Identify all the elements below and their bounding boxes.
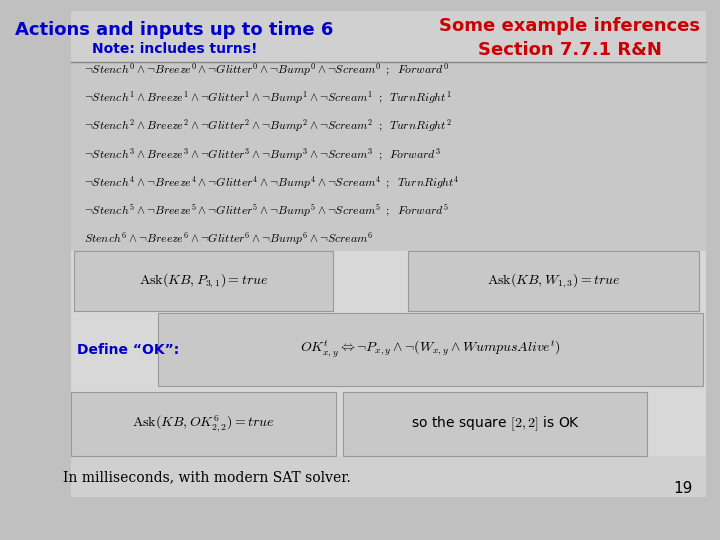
Text: $\neg Stench^2 \wedge Breeze^2 \wedge \neg Glitter^2 \wedge \neg Bump^2 \wedge \: $\neg Stench^2 \wedge Breeze^2 \wedge \n… [84, 118, 451, 134]
FancyBboxPatch shape [71, 386, 706, 456]
Text: $\neg Stench^3 \wedge Breeze^3 \wedge \neg Glitter^3 \wedge \neg Bump^3 \wedge \: $\neg Stench^3 \wedge Breeze^3 \wedge \n… [84, 146, 441, 163]
Text: so the square $[2, 2]$ is OK: so the square $[2, 2]$ is OK [410, 415, 580, 433]
Text: $\mathrm{Ask}(KB, W_{1,3}) = true$: $\mathrm{Ask}(KB, W_{1,3}) = true$ [487, 272, 621, 290]
Text: $\neg Stench^0 \wedge \neg Breeze^0 \wedge \neg Glitter^0 \wedge \neg Bump^0 \we: $\neg Stench^0 \wedge \neg Breeze^0 \wed… [84, 62, 449, 78]
Text: $Stench^6 \wedge \neg Breeze^6 \wedge \neg Glitter^6 \wedge \neg Bump^6 \wedge \: $Stench^6 \wedge \neg Breeze^6 \wedge \n… [84, 230, 373, 247]
FancyBboxPatch shape [408, 251, 699, 310]
FancyBboxPatch shape [343, 392, 647, 456]
Text: In milliseconds, with modern SAT solver.: In milliseconds, with modern SAT solver. [63, 470, 351, 484]
Text: $\mathrm{Ask}(KB, P_{3,1}) = true$: $\mathrm{Ask}(KB, P_{3,1}) = true$ [139, 272, 269, 290]
Text: $OK^t_{x,y} \Leftrightarrow \neg P_{x,y} \wedge \neg(W_{x,y} \wedge WumpusAlive^: $OK^t_{x,y} \Leftrightarrow \neg P_{x,y}… [300, 340, 561, 360]
FancyBboxPatch shape [74, 251, 333, 310]
Text: Define “OK”:: Define “OK”: [77, 343, 179, 357]
FancyBboxPatch shape [71, 62, 706, 251]
Text: Note: includes turns!: Note: includes turns! [91, 42, 257, 56]
FancyBboxPatch shape [71, 251, 706, 313]
FancyBboxPatch shape [71, 11, 706, 497]
Text: $\mathrm{Ask}(KB, OK^6_{2,2}) = true$: $\mathrm{Ask}(KB, OK^6_{2,2}) = true$ [132, 414, 275, 434]
Text: Some example inferences
Section 7.7.1 R&N: Some example inferences Section 7.7.1 R&… [439, 17, 701, 59]
Text: $\neg Stench^4 \wedge \neg Breeze^4 \wedge \neg Glitter^4 \wedge \neg Bump^4 \we: $\neg Stench^4 \wedge \neg Breeze^4 \wed… [84, 174, 459, 191]
Text: $\neg Stench^1 \wedge Breeze^1 \wedge \neg Glitter^1 \wedge \neg Bump^1 \wedge \: $\neg Stench^1 \wedge Breeze^1 \wedge \n… [84, 90, 451, 106]
Text: Actions and inputs up to time 6: Actions and inputs up to time 6 [15, 21, 333, 39]
FancyBboxPatch shape [71, 392, 336, 456]
Text: 19: 19 [673, 481, 693, 496]
Text: $\neg Stench^5 \wedge \neg Breeze^5 \wedge \neg Glitter^5 \wedge \neg Bump^5 \we: $\neg Stench^5 \wedge \neg Breeze^5 \wed… [84, 202, 449, 219]
FancyBboxPatch shape [71, 313, 706, 386]
FancyBboxPatch shape [71, 456, 706, 497]
FancyBboxPatch shape [158, 313, 703, 386]
